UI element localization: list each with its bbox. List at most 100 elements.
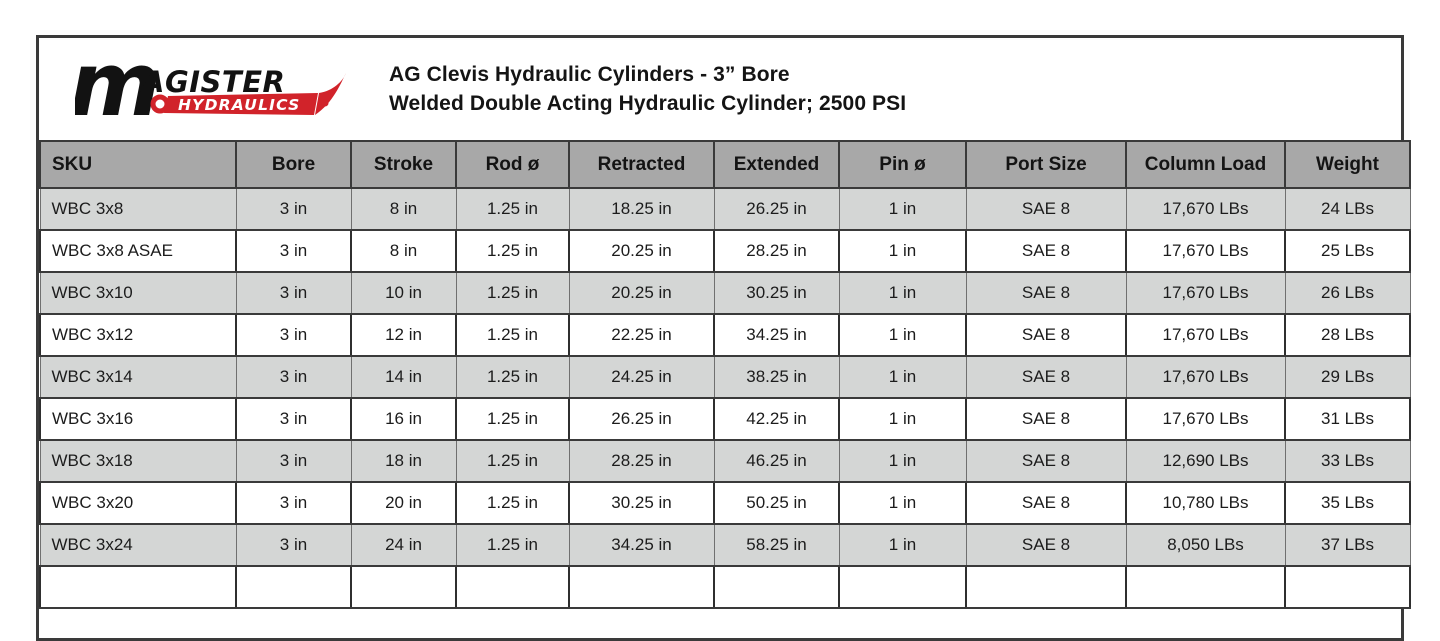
value-cell: 46.25 in (713, 439, 840, 483)
value-cell: 1.25 in (455, 187, 570, 231)
value-cell: 17,670 LBs (1125, 187, 1286, 231)
sku-cell: WBC 3x8 ASAE (39, 229, 237, 273)
value-cell: 37 LBs (1284, 523, 1411, 567)
value-cell: 17,670 LBs (1125, 397, 1286, 441)
value-cell: SAE 8 (965, 397, 1127, 441)
value-cell: 1 in (838, 187, 967, 231)
value-cell: SAE 8 (965, 481, 1127, 525)
value-cell: 28.25 in (713, 229, 840, 273)
table-row: WBC 3x8 ASAE 3 in 8 in 1.25 in 20.25 in 28.25… (39, 229, 1411, 273)
sku-cell: WBC 3x16 (39, 397, 237, 441)
value-cell: 17,670 LBs (1125, 355, 1286, 399)
value-cell: 3 in (235, 481, 352, 525)
value-cell: 1.25 in (455, 271, 570, 315)
logo-brand-rest: AGISTER (140, 65, 285, 99)
sku-cell: WBC 3x14 (39, 355, 237, 399)
empty-cell (350, 565, 457, 609)
logo-dot (321, 99, 329, 107)
value-cell: 10,780 LBs (1125, 481, 1286, 525)
value-cell: 28 LBs (1284, 313, 1411, 357)
value-cell: 1.25 in (455, 313, 570, 357)
table-row: WBC 3x12 3 in 12 in 1.25 in 22.25 in 34.25 in… (39, 313, 1411, 357)
empty-cell (1125, 565, 1286, 609)
value-cell: 24 LBs (1284, 187, 1411, 231)
logo-banner (164, 93, 318, 115)
value-cell: 8 in (350, 229, 457, 273)
magister-hydraulics-logo: m AGISTER HYDRAULICS (69, 33, 349, 136)
value-cell: 17,670 LBs (1125, 271, 1286, 315)
value-cell: 1 in (838, 481, 967, 525)
value-cell: SAE 8 (965, 439, 1127, 483)
table-row: WBC 3x8 3 in 8 in 1.25 in 18.25 in 26.25 in 1 … (39, 187, 1411, 231)
value-cell: 18.25 in (568, 187, 715, 231)
value-cell: 34.25 in (713, 313, 840, 357)
logo-swoosh (315, 73, 346, 115)
column-header-extended: Extended (713, 140, 840, 189)
value-cell: 1.25 in (455, 397, 570, 441)
table-row: WBC 3x14 3 in 14 in 1.25 in 24.25 in 38.25 in… (39, 355, 1411, 399)
logo-graphic: m AGISTER HYDRAULICS (69, 33, 346, 136)
column-header-column-load: Column Load (1125, 140, 1286, 189)
value-cell: 1.25 in (455, 229, 570, 273)
value-cell: 33 LBs (1284, 439, 1411, 483)
empty-cell (455, 565, 570, 609)
logo-sub-label: HYDRAULICS (178, 96, 301, 114)
spec-sheet-frame: m AGISTER HYDRAULICS AG Clevis Hydraulic… (36, 33, 1411, 641)
sku-cell: WBC 3x12 (39, 313, 237, 357)
value-cell: SAE 8 (965, 271, 1127, 315)
value-cell: 20.25 in (568, 271, 715, 315)
table-body: WBC 3x8 3 in 8 in 1.25 in 18.25 in 26.25 in 1 … (39, 187, 1411, 609)
brand-band: m AGISTER HYDRAULICS AG Clevis Hydraulic… (39, 33, 1401, 140)
value-cell: 1 in (838, 355, 967, 399)
value-cell: 1.25 in (455, 481, 570, 525)
cylinder-spec-table: SKU Bore Stroke Rod ø Retracted Extended Pin ø… (39, 140, 1411, 609)
value-cell: 20.25 in (568, 229, 715, 273)
value-cell: 1 in (838, 439, 967, 483)
table-row: WBC 3x24 3 in 24 in 1.25 in 34.25 in 58.25 in… (39, 523, 1411, 567)
value-cell: 8 in (350, 187, 457, 231)
value-cell: SAE 8 (965, 523, 1127, 567)
value-cell: 3 in (235, 229, 352, 273)
header-row: SKU Bore Stroke Rod ø Retracted Extended Pin ø… (39, 140, 1411, 189)
column-header-retracted: Retracted (568, 140, 715, 189)
value-cell: 3 in (235, 439, 352, 483)
column-header-bore: Bore (235, 140, 352, 189)
value-cell: 34.25 in (568, 523, 715, 567)
column-header-stroke: Stroke (350, 140, 457, 189)
column-header-weight: Weight (1284, 140, 1411, 189)
value-cell: 26 LBs (1284, 271, 1411, 315)
sku-cell: WBC 3x8 (39, 187, 237, 231)
table-row: WBC 3x18 3 in 18 in 1.25 in 28.25 in 46.25 in… (39, 439, 1411, 483)
value-cell: 12 in (350, 313, 457, 357)
value-cell: 28.25 in (568, 439, 715, 483)
sku-cell: WBC 3x24 (39, 523, 237, 567)
value-cell: 31 LBs (1284, 397, 1411, 441)
empty-cell (838, 565, 967, 609)
value-cell: 3 in (235, 523, 352, 567)
empty-cell (235, 565, 352, 609)
column-header-pin: Pin ø (838, 140, 967, 189)
value-cell: 1.25 in (455, 439, 570, 483)
sheet-title-line2: Welded Double Acting Hydraulic Cylinder;… (389, 92, 907, 115)
value-cell: 1 in (838, 313, 967, 357)
value-cell: 1 in (838, 523, 967, 567)
value-cell: 29 LBs (1284, 355, 1411, 399)
empty-cell (1284, 565, 1411, 609)
empty-cell (713, 565, 840, 609)
column-header-port-size: Port Size (965, 140, 1127, 189)
value-cell: 10 in (350, 271, 457, 315)
sheet-title-line1: AG Clevis Hydraulic Cylinders - 3” Bore (389, 63, 790, 86)
empty-cell (39, 565, 237, 609)
column-header-sku: SKU (39, 140, 237, 189)
sku-cell: WBC 3x10 (39, 271, 237, 315)
value-cell: SAE 8 (965, 229, 1127, 273)
value-cell: 3 in (235, 397, 352, 441)
value-cell: SAE 8 (965, 355, 1127, 399)
value-cell: 30.25 in (568, 481, 715, 525)
value-cell: 3 in (235, 355, 352, 399)
table-row: WBC 3x20 3 in 20 in 1.25 in 30.25 in 50.25 in… (39, 481, 1411, 525)
value-cell: 8,050 LBs (1125, 523, 1286, 567)
sku-cell: WBC 3x18 (39, 439, 237, 483)
value-cell: 58.25 in (713, 523, 840, 567)
value-cell: 14 in (350, 355, 457, 399)
